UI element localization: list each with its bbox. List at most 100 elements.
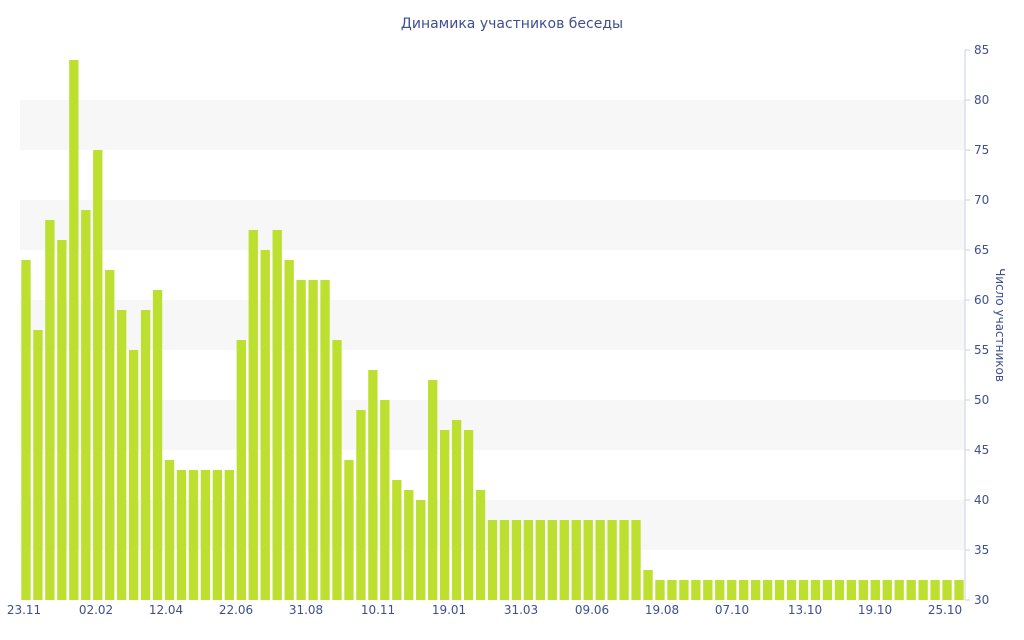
bar [332,340,342,600]
bar [320,280,330,600]
bar [858,580,868,600]
bar [224,470,234,600]
x-tick-label: 19.08 [645,603,679,617]
x-tick-label: 19.10 [858,603,892,617]
bar [260,250,270,600]
bar [200,470,211,600]
grid-band [20,100,965,150]
bar [727,580,737,600]
grid-band [20,200,965,250]
x-tick-label: 19.01 [432,603,466,617]
bar [392,480,402,600]
y-tick-label: 55 [974,343,989,357]
bar [428,380,438,600]
bar [164,460,175,600]
bar [176,470,187,600]
bar [128,350,139,600]
x-tick-label: 22.06 [219,603,253,617]
y-tick-label: 45 [974,443,989,457]
bar [739,580,749,600]
bar [703,580,713,600]
bar [308,280,318,600]
bar [643,570,653,600]
x-tick-label: 23.11 [7,603,41,617]
bar [404,490,414,600]
bar [69,60,79,600]
x-tick-label: 31.08 [289,603,323,617]
bar [380,400,390,600]
bar [45,220,55,600]
bar [212,470,223,600]
bar [715,580,725,600]
bar [81,210,91,600]
y-tick-label: 75 [974,143,989,157]
bar [535,520,546,600]
bar [691,580,701,600]
bar [511,520,522,600]
y-tick-label: 85 [974,43,989,57]
x-tick-label: 02.02 [79,603,113,617]
bar [523,520,534,600]
bar [930,580,940,600]
bar [21,260,31,600]
bar [439,430,450,600]
bar [57,240,67,600]
grid-band [20,400,965,450]
bar [33,330,43,600]
chart-title: Динамика участников беседы [401,16,623,32]
bar [356,410,366,600]
x-axis: 23.11 02.02 12.04 22.06 31.08 10.11 19.01 31.03… [7,603,962,617]
bar [679,580,689,600]
y-tick-label: 40 [974,493,989,507]
bar [607,520,617,600]
bar [272,230,282,600]
bar [834,580,845,600]
bar [798,580,809,600]
bar [762,580,773,600]
bar [451,420,462,600]
bar [105,270,115,600]
y-tick-label: 70 [974,193,989,207]
bar [631,520,641,600]
x-tick-label: 09.06 [575,603,609,617]
x-tick-label: 12.04 [149,603,183,617]
bar [248,230,258,600]
bars [21,60,964,600]
bar [655,580,665,600]
bar [236,340,246,600]
bar [882,580,892,600]
bar [499,520,510,600]
bar [619,520,629,600]
bar [846,580,857,600]
bar [906,580,916,600]
bar [559,520,569,600]
bar [93,150,103,600]
x-tick-label: 10.11 [361,603,395,617]
y-tick-label: 50 [974,393,989,407]
x-tick-label: 13.10 [788,603,822,617]
y-tick-label: 65 [974,243,989,257]
y-tick-label: 35 [974,543,989,557]
y-tick-label: 60 [974,293,989,307]
bar [117,310,127,600]
y-tick-label: 80 [974,93,989,107]
x-tick-label: 07.10 [715,603,749,617]
bar [152,290,163,600]
bar [918,580,928,600]
bar [786,580,797,600]
bar [571,520,581,600]
bar [547,520,557,600]
bar [344,460,354,600]
bar [368,370,378,600]
bar [487,520,498,600]
grid-bands [20,100,965,550]
bar [140,310,151,600]
bar [583,520,593,600]
bar [751,580,761,600]
x-tick-label: 25.10 [928,603,962,617]
bar [416,500,426,600]
bar [942,580,952,600]
bar [188,470,199,600]
